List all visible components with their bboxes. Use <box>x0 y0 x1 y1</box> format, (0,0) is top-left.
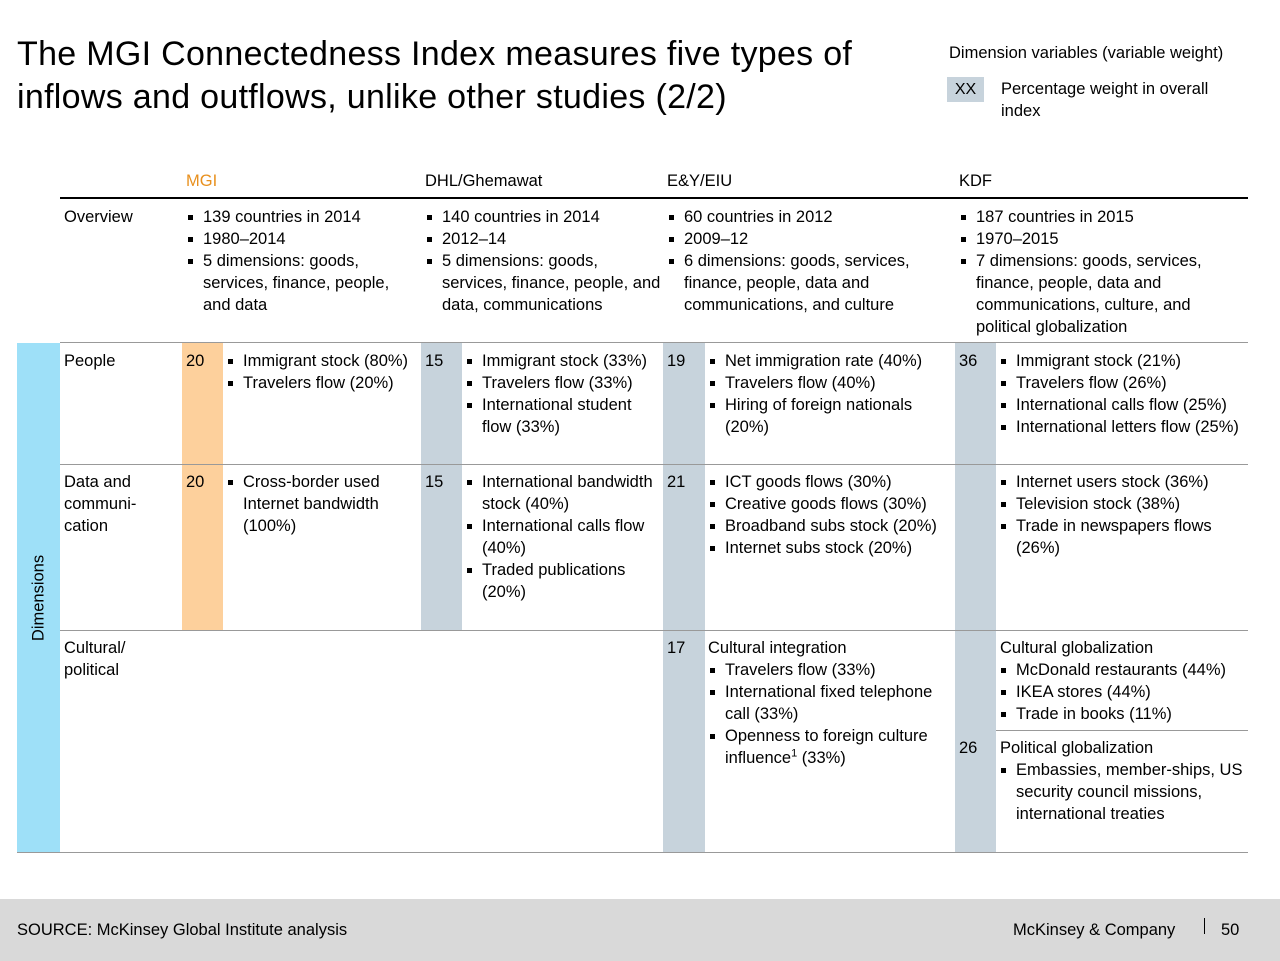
list-item: 1970–2015 <box>959 228 1244 250</box>
dimensions-label: Dimensions <box>29 554 47 641</box>
list-item: Creative goods flows (30%) <box>708 493 953 515</box>
list-item: International fixed telephone call (33%) <box>708 681 953 725</box>
overview-dhl: 140 countries in 2014 2012–14 5 dimensio… <box>425 206 663 316</box>
people-mgi: Immigrant stock (80%) Travelers flow (20… <box>226 350 418 394</box>
people-kdf-weight: 36 <box>959 352 978 370</box>
data-mgi: Cross-border used Internet bandwidth (10… <box>226 471 416 537</box>
list-item: Cross-border used Internet bandwidth (10… <box>226 471 416 537</box>
legend-weight-box: XX <box>947 77 984 102</box>
list-item: 6 dimensions: goods, services, finance, … <box>667 250 952 316</box>
list-item: Travelers flow (26%) <box>999 372 1249 394</box>
page-title: The MGI Connectedness Index measures fiv… <box>17 35 853 116</box>
data-dhl-weight: 15 <box>425 473 444 491</box>
list-item: Embassies, member-ships, US security cou… <box>999 759 1245 825</box>
list-item: 2012–14 <box>425 228 663 250</box>
column-header-mgi: MGI <box>186 172 218 190</box>
ey-weight-band <box>663 343 705 852</box>
legend-weight-description: Percentage weight in overall index <box>1001 80 1209 120</box>
list-item: Internet subs stock (20%) <box>708 537 953 559</box>
list-item: 5 dimensions: goods, services, finance, … <box>425 250 663 316</box>
row-divider-kdf-political <box>996 730 1248 731</box>
list-item: International calls flow (40%) <box>465 515 661 559</box>
political-kdf: Political globalization Embassies, membe… <box>1000 737 1245 825</box>
page-number: 50 <box>1221 921 1240 939</box>
footer-bar <box>0 899 1280 961</box>
list-item: 7 dimensions: goods, services, finance, … <box>959 250 1244 338</box>
dimensions-band <box>17 343 60 852</box>
data-mgi-weight: 20 <box>186 473 205 491</box>
overview-ey: 60 countries in 2012 2009–12 6 dimension… <box>667 206 952 316</box>
overview-kdf: 187 countries in 2015 1970–2015 7 dimens… <box>959 206 1244 338</box>
cultural-ey-weight: 17 <box>667 639 686 657</box>
table-bottom-rule <box>17 852 1248 853</box>
mgi-weight-band <box>182 343 223 630</box>
cultural-ey: Cultural integration Travelers flow (33%… <box>708 637 953 769</box>
list-item: ICT goods flows (30%) <box>708 471 953 493</box>
dhl-weight-band <box>421 343 462 630</box>
people-dhl-weight: 15 <box>425 352 444 370</box>
political-kdf-heading: Political globalization <box>1000 739 1154 757</box>
row-divider-people <box>60 464 1248 465</box>
list-item: 60 countries in 2012 <box>667 206 952 228</box>
list-item: International student flow (33%) <box>465 394 661 438</box>
list-item: Trade in books (11%) <box>999 703 1250 725</box>
cultural-kdf: Cultural globalization McDonald restaura… <box>1000 637 1250 725</box>
list-item: 139 countries in 2014 <box>186 206 416 228</box>
list-item: Immigrant stock (80%) <box>226 350 418 372</box>
list-item: International letters flow (25%) <box>999 416 1249 438</box>
list-item: McDonald restaurants (44%) <box>999 659 1250 681</box>
people-kdf: Immigrant stock (21%) Travelers flow (26… <box>999 350 1249 438</box>
list-item: Openness to foreign culture influence1 (… <box>708 725 953 769</box>
political-kdf-weight: 26 <box>959 739 978 757</box>
people-ey-weight: 19 <box>667 352 686 370</box>
row-label-overview: Overview <box>64 208 133 226</box>
list-item: Travelers flow (40%) <box>708 372 953 394</box>
row-label-data: Data and communi-cation <box>64 473 137 535</box>
cultural-kdf-heading: Cultural globalization <box>1000 639 1154 657</box>
list-item: 2009–12 <box>667 228 952 250</box>
list-item: Television stock (38%) <box>999 493 1249 515</box>
row-label-cultural: Cultural/ political <box>64 639 126 679</box>
overview-mgi: 139 countries in 2014 1980–2014 5 dimens… <box>186 206 416 316</box>
row-label-people: People <box>64 352 116 370</box>
row-divider-data <box>60 630 1248 631</box>
column-header-dhl: DHL/Ghemawat <box>425 172 543 190</box>
footer-separator <box>1204 918 1205 934</box>
list-item: Travelers flow (33%) <box>465 372 661 394</box>
data-ey-weight: 21 <box>667 473 686 491</box>
list-item: Hiring of foreign nationals (20%) <box>708 394 953 438</box>
header-rule <box>60 197 1248 199</box>
list-item: Broadband subs stock (20%) <box>708 515 953 537</box>
list-item: IKEA stores (44%) <box>999 681 1250 703</box>
column-header-kdf: KDF <box>959 172 992 190</box>
list-item: Net immigration rate (40%) <box>708 350 953 372</box>
list-item: 187 countries in 2015 <box>959 206 1244 228</box>
people-dhl: Immigrant stock (33%) Travelers flow (33… <box>465 350 661 438</box>
list-item: Traded publications (20%) <box>465 559 661 603</box>
list-item: 140 countries in 2014 <box>425 206 663 228</box>
people-mgi-weight: 20 <box>186 352 205 370</box>
column-header-ey: E&Y/EIU <box>667 172 733 190</box>
legend-heading: Dimension variables (variable weight) <box>949 44 1224 62</box>
list-item: Immigrant stock (21%) <box>999 350 1249 372</box>
brand-name: McKinsey & Company <box>1013 921 1176 939</box>
list-item: 1980–2014 <box>186 228 416 250</box>
list-item: Travelers flow (33%) <box>708 659 953 681</box>
data-dhl: International bandwidth stock (40%) Inte… <box>465 471 661 603</box>
data-kdf: Internet users stock (36%) Television st… <box>999 471 1249 559</box>
list-item: Travelers flow (20%) <box>226 372 418 394</box>
list-item: Trade in newspapers flows (26%) <box>999 515 1249 559</box>
kdf-weight-band <box>955 343 996 852</box>
cultural-ey-heading: Cultural integration <box>708 639 847 657</box>
people-ey: Net immigration rate (40%) Travelers flo… <box>708 350 953 438</box>
list-item: International bandwidth stock (40%) <box>465 471 661 515</box>
row-divider-overview <box>60 342 1248 343</box>
list-item: Immigrant stock (33%) <box>465 350 661 372</box>
list-item: Internet users stock (36%) <box>999 471 1249 493</box>
footnote-marker: 1 <box>791 747 798 760</box>
list-item: 5 dimensions: goods, services, finance, … <box>186 250 416 316</box>
data-ey: ICT goods flows (30%) Creative goods flo… <box>708 471 953 559</box>
source-note: SOURCE: McKinsey Global Institute analys… <box>17 921 348 939</box>
list-item: International calls flow (25%) <box>999 394 1249 416</box>
